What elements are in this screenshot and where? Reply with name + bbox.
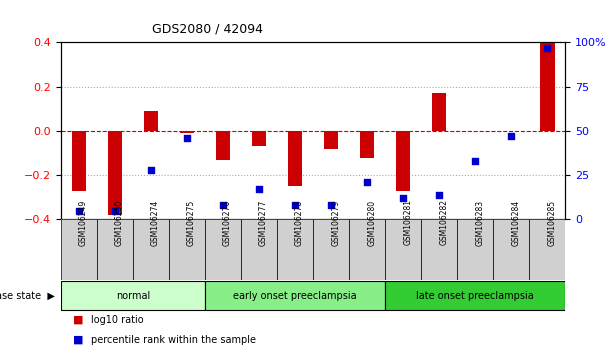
Bar [169, 219, 205, 280]
Bar [493, 219, 530, 280]
Point [290, 202, 300, 208]
Text: normal: normal [116, 291, 150, 301]
Bar [530, 219, 565, 280]
Bar [108, 131, 122, 215]
Text: GSM106285: GSM106285 [547, 199, 556, 246]
Point [74, 208, 84, 213]
Text: disease state  ▶: disease state ▶ [0, 291, 55, 301]
Bar [313, 219, 349, 280]
Bar [432, 93, 446, 131]
Bar [252, 131, 266, 147]
Text: GSM106249: GSM106249 [79, 199, 88, 246]
Bar [133, 219, 169, 280]
Text: GSM106278: GSM106278 [295, 199, 304, 246]
Text: percentile rank within the sample: percentile rank within the sample [91, 335, 256, 344]
Bar [277, 219, 313, 280]
Text: GSM106250: GSM106250 [115, 199, 124, 246]
Bar [385, 219, 421, 280]
Text: GSM106275: GSM106275 [187, 199, 196, 246]
Point [182, 135, 192, 141]
Text: early onset preeclampsia: early onset preeclampsia [233, 291, 357, 301]
Bar [205, 281, 385, 310]
Bar [143, 111, 158, 131]
Text: late onset preeclampsia: late onset preeclampsia [416, 291, 534, 301]
Bar [288, 131, 302, 186]
Bar [241, 219, 277, 280]
Point [506, 133, 516, 139]
Text: GSM106276: GSM106276 [223, 199, 232, 246]
Text: GSM106279: GSM106279 [331, 199, 340, 246]
Text: log10 ratio: log10 ratio [91, 315, 144, 325]
Text: GSM106283: GSM106283 [475, 199, 485, 246]
Bar [216, 131, 230, 160]
Bar [205, 219, 241, 280]
Bar [72, 131, 86, 191]
Bar [360, 131, 375, 158]
Text: GSM106282: GSM106282 [440, 200, 448, 245]
Point [471, 158, 480, 164]
Bar [396, 131, 410, 191]
Text: GSM106281: GSM106281 [403, 200, 412, 245]
Bar [324, 131, 338, 149]
Bar [97, 219, 133, 280]
Text: GSM106274: GSM106274 [151, 199, 160, 246]
Point [146, 167, 156, 173]
Bar [61, 281, 205, 310]
Text: GSM106280: GSM106280 [367, 199, 376, 246]
Point [218, 202, 228, 208]
Point [362, 179, 372, 185]
Text: GSM106284: GSM106284 [511, 199, 520, 246]
Bar [421, 219, 457, 280]
Point [254, 187, 264, 192]
Bar [541, 42, 554, 131]
Point [435, 192, 444, 198]
Bar [457, 219, 493, 280]
Bar [180, 131, 194, 133]
Bar [61, 219, 97, 280]
Text: ■: ■ [73, 315, 83, 325]
Text: GSM106277: GSM106277 [259, 199, 268, 246]
Bar [385, 281, 565, 310]
Bar [349, 219, 385, 280]
Point [110, 208, 120, 213]
Point [398, 195, 408, 201]
Text: GDS2080 / 42094: GDS2080 / 42094 [152, 22, 263, 35]
Point [542, 45, 552, 51]
Point [326, 202, 336, 208]
Text: ■: ■ [73, 335, 83, 344]
